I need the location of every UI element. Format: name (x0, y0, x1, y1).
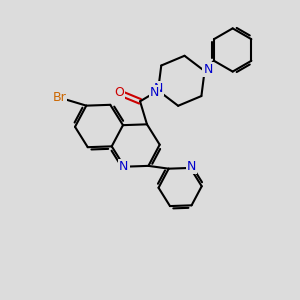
Text: Br: Br (52, 91, 66, 104)
Text: N: N (203, 63, 213, 76)
Text: N: N (153, 82, 163, 94)
Text: N: N (150, 86, 159, 99)
Text: N: N (119, 160, 128, 173)
Text: O: O (114, 86, 124, 99)
Text: N: N (187, 160, 196, 173)
